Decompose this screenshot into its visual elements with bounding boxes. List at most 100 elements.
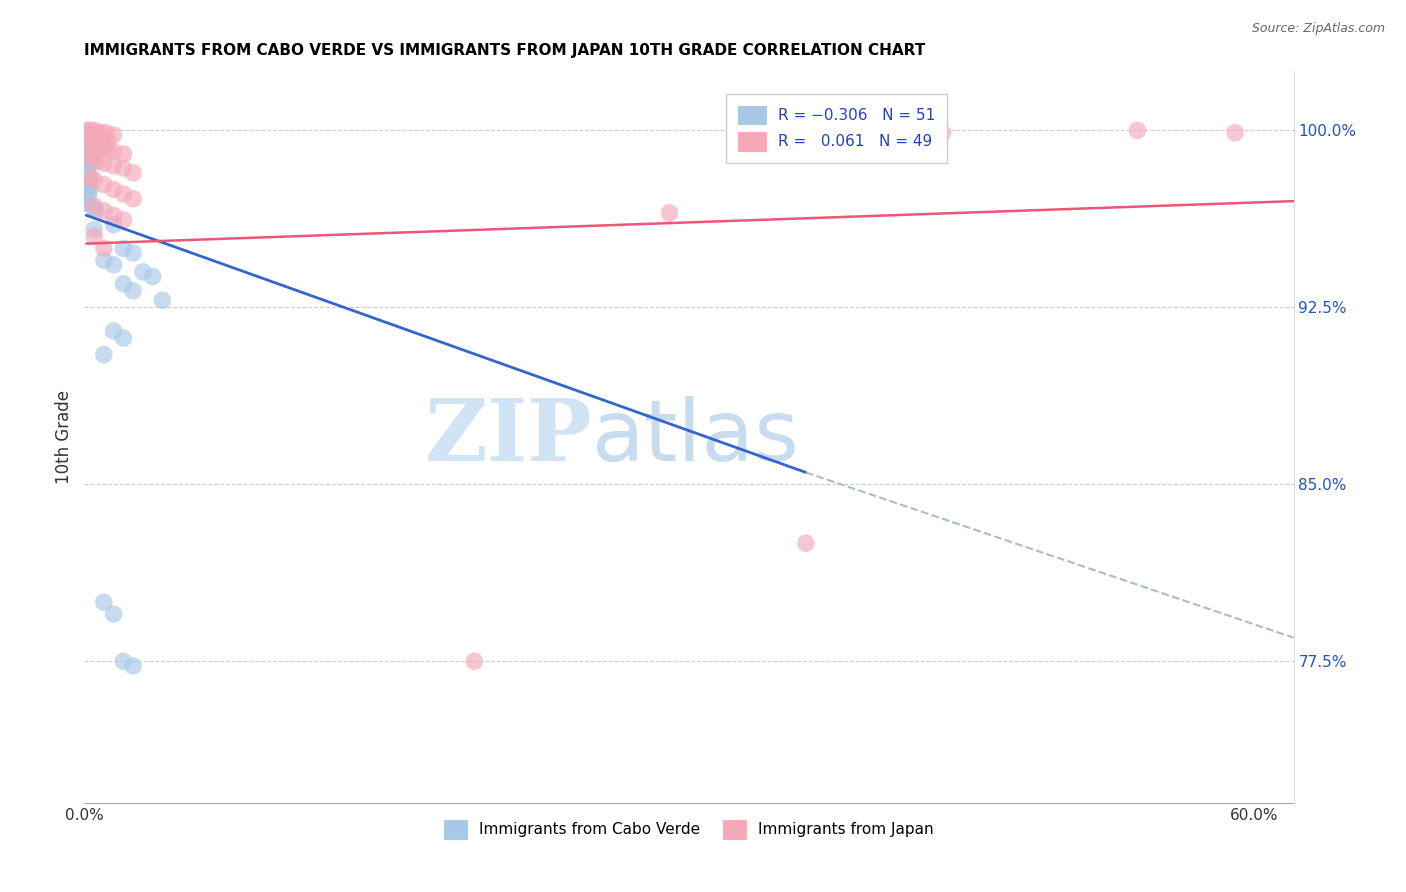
Point [122, 246, 145, 260]
Point [112, 213, 135, 227]
Legend: Immigrants from Cabo Verde, Immigrants from Japan: Immigrants from Cabo Verde, Immigrants f… [436, 813, 942, 847]
Point [83, 229, 105, 244]
Point [75, 161, 97, 175]
Point [1126, 123, 1149, 137]
Point [931, 126, 953, 140]
Point [83, 142, 105, 156]
Point [77, 135, 100, 149]
Point [93, 178, 115, 192]
Point [93, 347, 115, 361]
Point [122, 659, 145, 673]
Point [103, 208, 125, 222]
Point [79, 156, 101, 170]
Point [112, 331, 135, 345]
Point [83, 222, 105, 236]
Point [79, 149, 101, 163]
Point [94, 126, 117, 140]
Point [84, 203, 107, 218]
Point [82, 135, 104, 149]
Point [79, 182, 101, 196]
Point [1223, 126, 1246, 140]
Point [893, 126, 915, 140]
Point [77, 182, 100, 196]
Point [82, 128, 104, 142]
Point [122, 284, 145, 298]
Point [112, 147, 135, 161]
Point [83, 152, 105, 166]
Point [103, 258, 125, 272]
Point [150, 293, 173, 308]
Point [75, 137, 97, 152]
Y-axis label: 10th Grade: 10th Grade [55, 390, 73, 484]
Point [84, 137, 107, 152]
Point [794, 536, 817, 550]
Point [75, 154, 97, 169]
Point [75, 128, 97, 142]
Point [77, 196, 100, 211]
Point [87, 154, 110, 169]
Point [112, 161, 135, 175]
Point [658, 206, 681, 220]
Point [79, 133, 101, 147]
Point [75, 175, 97, 189]
Point [90, 126, 112, 140]
Point [122, 192, 145, 206]
Point [77, 130, 100, 145]
Point [79, 123, 101, 137]
Point [77, 168, 100, 182]
Point [93, 203, 115, 218]
Point [103, 607, 125, 621]
Point [112, 277, 135, 291]
Point [89, 130, 111, 145]
Text: atlas: atlas [592, 395, 800, 479]
Point [103, 159, 125, 173]
Point [112, 187, 135, 202]
Point [77, 147, 100, 161]
Point [77, 189, 100, 203]
Point [77, 154, 100, 169]
Point [79, 130, 101, 145]
Point [75, 189, 97, 203]
Text: ZIP: ZIP [425, 395, 592, 479]
Point [103, 145, 125, 159]
Point [75, 123, 97, 137]
Point [87, 126, 110, 140]
Point [77, 128, 100, 142]
Point [112, 654, 135, 668]
Point [79, 170, 101, 185]
Point [103, 182, 125, 196]
Point [83, 201, 105, 215]
Point [79, 140, 101, 154]
Point [103, 324, 125, 338]
Point [122, 166, 145, 180]
Point [93, 253, 115, 268]
Point [132, 265, 155, 279]
Point [93, 140, 115, 154]
Point [93, 156, 115, 170]
Point [77, 137, 100, 152]
Point [75, 147, 97, 161]
Text: Source: ZipAtlas.com: Source: ZipAtlas.com [1251, 22, 1385, 36]
Point [93, 595, 115, 609]
Point [77, 161, 100, 175]
Point [83, 173, 105, 187]
Point [79, 149, 101, 163]
Point [75, 196, 97, 211]
Point [463, 654, 485, 668]
Point [77, 128, 100, 142]
Point [84, 130, 107, 145]
Point [103, 128, 125, 142]
Point [82, 140, 104, 154]
Point [83, 123, 105, 137]
Point [103, 218, 125, 232]
Point [89, 140, 111, 154]
Point [75, 168, 97, 182]
Point [83, 199, 105, 213]
Point [97, 133, 120, 147]
Point [97, 142, 120, 156]
Text: IMMIGRANTS FROM CABO VERDE VS IMMIGRANTS FROM JAPAN 10TH GRADE CORRELATION CHART: IMMIGRANTS FROM CABO VERDE VS IMMIGRANTS… [84, 43, 925, 58]
Point [1302, 123, 1324, 137]
Point [112, 241, 135, 255]
Point [75, 182, 97, 196]
Point [79, 170, 101, 185]
